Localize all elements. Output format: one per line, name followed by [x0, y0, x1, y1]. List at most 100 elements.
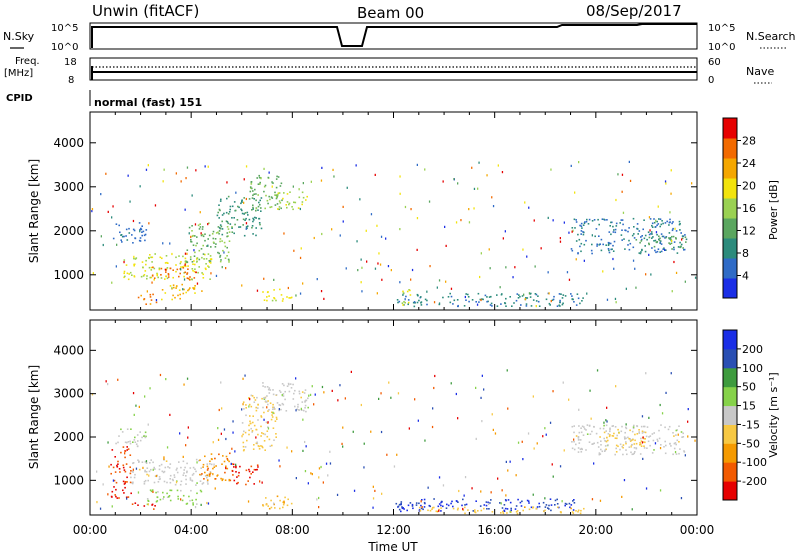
data-cell: [278, 408, 280, 411]
data-cell: [156, 274, 158, 277]
data-cell: [256, 468, 258, 471]
data-cell: [678, 425, 680, 427]
data-cell: [673, 248, 675, 251]
data-cell: [100, 193, 102, 196]
data-cell: [662, 222, 664, 225]
data-cell: [612, 225, 614, 228]
data-cell: [532, 493, 534, 496]
data-cell: [301, 401, 304, 403]
time-xlabel: Time UT: [367, 540, 418, 554]
data-cell: [350, 370, 352, 373]
data-cell: [411, 503, 414, 506]
data-cell: [494, 432, 497, 435]
data-cell: [579, 439, 582, 441]
data-cell: [681, 238, 683, 241]
data-cell: [122, 466, 125, 469]
data-cell: [91, 393, 94, 396]
data-cell: [489, 304, 492, 306]
data-cell: [144, 431, 147, 434]
data-cell: [653, 221, 656, 224]
data-cell: [241, 200, 243, 202]
data-cell: [445, 507, 448, 509]
data-cell: [126, 239, 129, 241]
data-cell: [641, 432, 644, 434]
data-cell: [681, 436, 683, 438]
data-cell: [641, 430, 644, 433]
data-cell: [670, 169, 672, 172]
data-cell: [657, 440, 659, 442]
data-cell: [261, 446, 264, 449]
data-cell: [130, 476, 132, 479]
data-cell: [507, 469, 509, 472]
data-region: [395, 498, 576, 513]
data-cell: [208, 266, 210, 268]
data-cell: [220, 477, 222, 480]
data-cell: [590, 417, 592, 420]
data-cell: [280, 408, 282, 411]
data-cell: [604, 449, 607, 451]
data-cell: [136, 434, 139, 436]
data-cell: [185, 475, 187, 477]
data-cell: [612, 425, 614, 427]
data-cell: [152, 490, 154, 493]
data-cell: [209, 472, 212, 474]
data-cell: [214, 478, 217, 480]
data-cell: [241, 408, 243, 411]
data-cell: [596, 243, 598, 246]
data-cell: [124, 450, 127, 453]
data-cell: [419, 509, 422, 512]
data-cell: [483, 504, 486, 506]
data-cell: [575, 240, 578, 242]
station-title: Unwin (fitACF): [92, 2, 199, 20]
data-cell: [521, 295, 524, 297]
data-cell: [457, 182, 459, 185]
data-cell: [194, 235, 196, 237]
data-cell: [124, 452, 126, 455]
data-cell: [254, 399, 257, 401]
data-cell: [456, 299, 459, 301]
data-cell: [656, 233, 658, 236]
data-cell: [221, 233, 224, 236]
data-cell: [273, 289, 275, 291]
data-cell: [599, 243, 601, 245]
data-cell: [221, 240, 223, 242]
data-cell: [649, 218, 652, 220]
data-cell: [216, 474, 219, 476]
data-cell: [174, 483, 177, 486]
data-cell: [615, 451, 618, 453]
data-cell: [418, 510, 421, 512]
data-cell: [262, 385, 264, 387]
data-cell: [134, 502, 137, 504]
data-cell: [345, 267, 347, 270]
data-cell: [220, 381, 222, 384]
data-cell: [191, 230, 193, 232]
data-cell: [204, 165, 206, 168]
data-cell: [132, 228, 135, 231]
data-cell: [640, 236, 642, 238]
data-cell: [563, 221, 565, 224]
data-cell: [653, 218, 655, 220]
data-cell: [117, 460, 119, 463]
data-cell: [414, 302, 416, 304]
data-cell: [654, 442, 657, 445]
data-cell: [397, 301, 399, 304]
data-cell: [261, 481, 263, 484]
data-cell: [231, 205, 234, 208]
data-cell: [558, 304, 560, 307]
data-cell: [153, 267, 156, 270]
data-cell: [269, 198, 271, 201]
data-cell: [164, 268, 167, 271]
data-cell: [147, 500, 150, 502]
data-cell: [140, 275, 143, 278]
data-cell: [256, 442, 259, 445]
data-cell: [165, 460, 168, 462]
data-cell: [577, 297, 580, 300]
data-cell: [286, 193, 289, 195]
data-region: [199, 452, 234, 482]
data-cell: [207, 502, 210, 505]
data-cell: [606, 406, 608, 409]
data-region: [401, 289, 412, 306]
data-cell: [228, 211, 231, 213]
data-cell: [184, 271, 186, 274]
data-cell: [114, 494, 116, 496]
